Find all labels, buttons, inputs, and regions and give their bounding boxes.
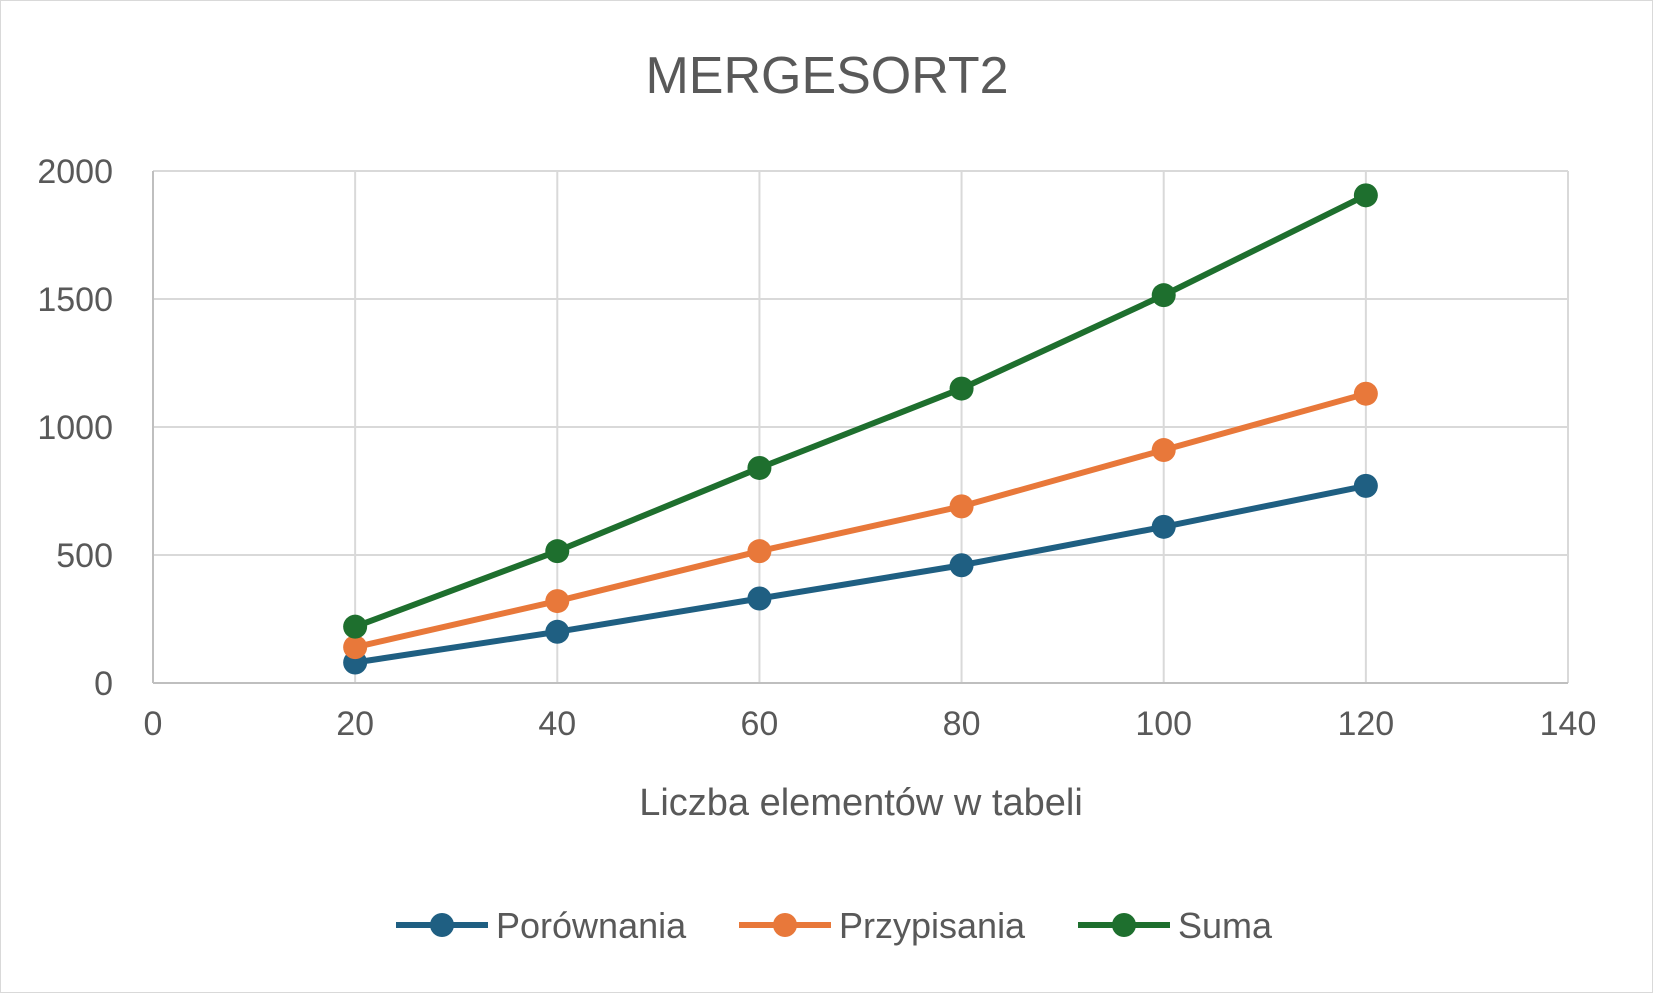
data-point <box>949 494 974 519</box>
data-point <box>949 553 974 578</box>
data-point <box>1353 183 1378 208</box>
grid <box>153 170 1569 683</box>
x-tick-label: 60 <box>741 705 779 743</box>
x-axis-label: Liczba elementów w tabeli <box>639 782 1083 824</box>
legend: Porównania Przypisania Suma <box>396 905 1273 946</box>
legend-item: Porównania <box>396 905 687 946</box>
x-tick-label: 100 <box>1135 705 1192 743</box>
y-tick-label: 0 <box>94 665 113 703</box>
data-point <box>1353 473 1378 498</box>
data-point <box>747 455 772 480</box>
legend-label: Przypisania <box>839 905 1026 946</box>
data-point <box>1151 438 1176 463</box>
legend-label: Suma <box>1178 905 1273 946</box>
axes: 0 500 1000 1500 2000 0 20 40 60 80 100 120 140 <box>37 153 1596 743</box>
data-point <box>1353 381 1378 406</box>
y-tick-label: 1500 <box>37 281 113 319</box>
chart-title: MERGESORT2 <box>645 47 1008 105</box>
data-point <box>545 539 570 564</box>
data-point <box>545 619 570 644</box>
data-point <box>949 376 974 401</box>
data-point <box>747 539 772 564</box>
legend-label: Porównania <box>496 905 687 946</box>
legend-marker <box>773 913 797 937</box>
series-line <box>354 192 1368 630</box>
legend-item: Suma <box>1078 905 1273 946</box>
y-tick-label: 500 <box>56 537 113 575</box>
y-tick-label: 2000 <box>37 153 113 191</box>
x-tick-label: 20 <box>336 705 374 743</box>
series-line <box>354 390 1367 651</box>
data-point <box>747 586 772 611</box>
data-point <box>343 614 368 639</box>
legend-item: Przypisania <box>739 905 1026 946</box>
x-tick-label: 120 <box>1337 705 1394 743</box>
y-tick-label: 1000 <box>37 409 113 447</box>
series-0 <box>343 473 1378 675</box>
legend-marker <box>1112 913 1136 937</box>
data-point <box>545 589 570 614</box>
series-2 <box>343 183 1378 639</box>
data-point <box>343 635 368 660</box>
series-1 <box>343 381 1378 660</box>
legend-marker <box>430 913 454 937</box>
data-point <box>1151 283 1176 308</box>
series-line <box>354 482 1367 666</box>
x-tick-label: 80 <box>943 705 981 743</box>
x-tick-label: 0 <box>144 705 163 743</box>
series <box>343 183 1378 675</box>
x-tick-label: 40 <box>538 705 576 743</box>
data-point <box>1151 514 1176 539</box>
x-tick-label: 140 <box>1540 705 1597 743</box>
